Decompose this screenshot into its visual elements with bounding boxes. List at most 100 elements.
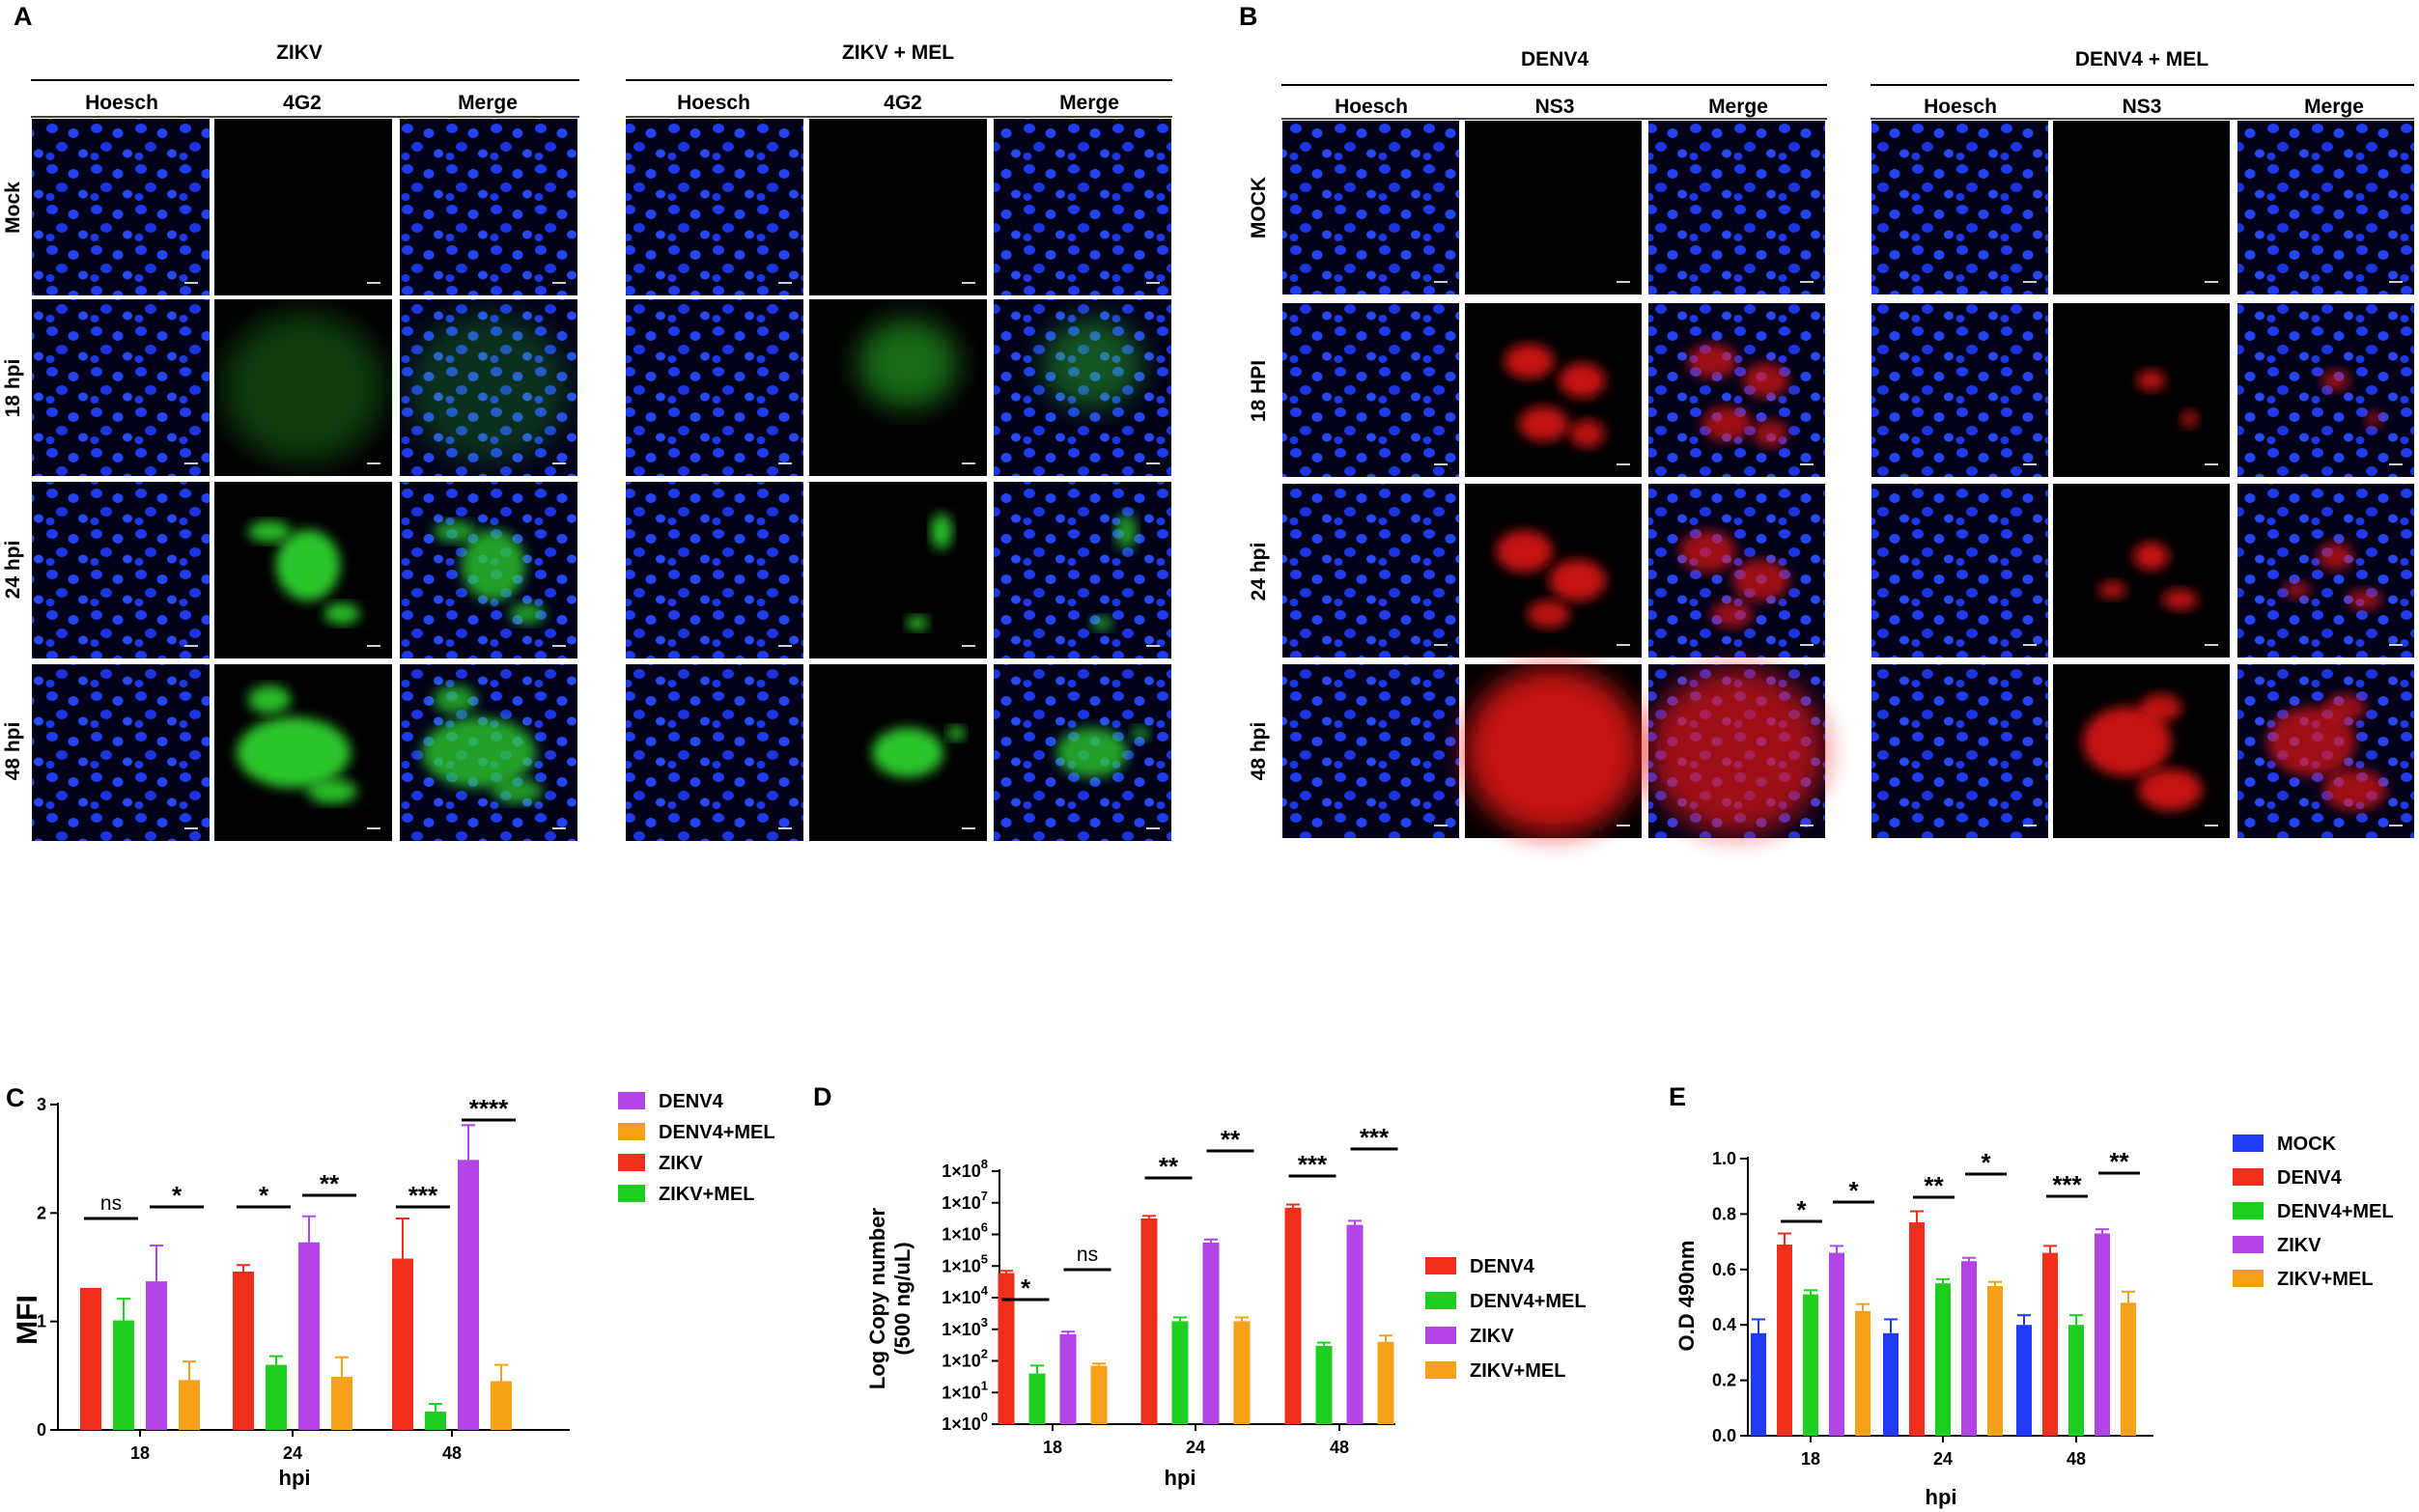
chart-d-plot: 1×100 1×101 1×102 1×103 1×104 1×105 1×106 1×107… xyxy=(942,1123,1398,1457)
signal-blob xyxy=(247,685,292,714)
bar xyxy=(233,1271,254,1430)
scale-bar xyxy=(778,282,792,284)
panel-a-row-24hpi: 24 hpi xyxy=(2,541,24,600)
legend-swatch xyxy=(2233,1134,2264,1152)
signal-blob xyxy=(433,685,477,714)
micrograph-merge-channel xyxy=(1648,121,1825,294)
signal-blob xyxy=(275,529,341,602)
scale-bar xyxy=(2389,463,2403,465)
signal-blob xyxy=(2323,693,2367,722)
scale-bar xyxy=(1434,825,1448,826)
scale-bar xyxy=(552,462,566,464)
x-tick-label: 48 xyxy=(1330,1438,1349,1457)
micrograph-nuclei-channel xyxy=(1282,121,1459,294)
panel-b-col-ns3: NS3 xyxy=(1535,96,1575,118)
signal-blob xyxy=(1569,419,1605,448)
panel-letter-e: E xyxy=(1669,1082,1686,1111)
chart-d-legend: DENV4 DENV4+MEL ZIKV ZIKV+MEL xyxy=(1425,1256,1587,1382)
bar xyxy=(998,1273,1015,1424)
panel-letter-c: C xyxy=(6,1083,25,1112)
panel-a-condition-zikv-mel: ZIKV + MEL xyxy=(842,42,954,64)
legend-label: DENV4 xyxy=(2277,1167,2343,1189)
scale-bar xyxy=(1617,644,1630,646)
signal-blob xyxy=(492,778,543,804)
signal-blob xyxy=(2282,581,2312,599)
signal-blob xyxy=(1504,344,1555,378)
scale-bar xyxy=(1146,282,1160,284)
y-tick-label: 1×104 xyxy=(942,1283,989,1307)
micrograph-nuclei-channel xyxy=(1282,303,1459,477)
signal-blob xyxy=(1496,530,1553,573)
significance-label: ** xyxy=(1159,1152,1179,1181)
bar xyxy=(458,1160,479,1430)
signal-blob xyxy=(223,313,383,462)
significance-label: * xyxy=(1796,1195,1807,1224)
micrograph-merge-channel xyxy=(2237,484,2414,658)
bar xyxy=(179,1380,200,1430)
scale-bar xyxy=(2023,644,2037,646)
bar xyxy=(331,1376,352,1430)
micrograph-merge-channel xyxy=(2237,121,2414,294)
signal-blob xyxy=(2097,581,2127,599)
micrograph-signal-channel xyxy=(2053,303,2230,477)
scale-bar xyxy=(367,462,380,464)
legend-label: ZIKV xyxy=(1470,1326,1514,1347)
y-tick-label: 1×102 xyxy=(942,1347,988,1371)
signal-blob xyxy=(1042,319,1142,408)
y-tick-label: 1×103 xyxy=(942,1315,988,1339)
bar xyxy=(1803,1294,1818,1436)
y-tick-label: 1×106 xyxy=(942,1220,988,1245)
micrograph-merge-channel xyxy=(2237,303,2414,477)
panel-a-col-merge: Merge xyxy=(1059,92,1119,114)
y-tick-label: 1 xyxy=(37,1312,46,1331)
panel-b-row-24hpi: 24 hpi xyxy=(1248,543,1270,602)
scale-bar xyxy=(2205,463,2218,465)
scale-bar xyxy=(184,645,198,647)
micrograph-merge-channel xyxy=(994,119,1171,295)
significance-label: *** xyxy=(408,1181,438,1210)
significance-label: *** xyxy=(2052,1170,2082,1199)
micrograph-nuclei-channel xyxy=(32,482,210,658)
legend-swatch xyxy=(1425,1327,1456,1344)
y-tick-exponent: 4 xyxy=(981,1283,989,1298)
significance-label: ns xyxy=(100,1192,122,1215)
significance-label: ** xyxy=(320,1169,340,1198)
legend-label: ZIKV xyxy=(659,1153,703,1174)
x-tick-label: 18 xyxy=(130,1443,150,1463)
significance-label: *** xyxy=(1298,1150,1328,1179)
bar xyxy=(1935,1283,1951,1436)
legend-label: ZIKV+MEL xyxy=(2277,1269,2373,1290)
bar xyxy=(392,1258,413,1430)
signal-blob xyxy=(906,616,929,630)
chart-d: D Log Copy number (500 ng/uL) hpi 1×1001… xyxy=(813,1082,1587,1490)
scale-bar xyxy=(1434,644,1448,646)
y-tick-label: 1.0 xyxy=(1712,1149,1736,1168)
signal-blob xyxy=(1702,406,1753,441)
scale-bar xyxy=(1434,463,1448,465)
panel-b-row-18hpi: 18 HPI xyxy=(1248,360,1270,422)
bar xyxy=(298,1242,320,1430)
legend-swatch xyxy=(1425,1292,1456,1309)
panel-letter-b: B xyxy=(1239,2,1258,31)
signal-blob xyxy=(2138,769,2203,811)
y-tick-exponent: 5 xyxy=(981,1251,988,1266)
significance-label: * xyxy=(259,1181,269,1210)
signal-blob xyxy=(509,602,546,625)
y-tick-label: 2 xyxy=(37,1203,46,1222)
signal-blob xyxy=(2082,707,2172,776)
scale-bar xyxy=(2023,281,2037,283)
bar xyxy=(1315,1345,1333,1424)
scale-bar xyxy=(552,645,566,647)
significance-label: * xyxy=(1981,1148,1991,1177)
panel-letter-a: A xyxy=(14,2,33,31)
bar xyxy=(1202,1243,1220,1424)
micrograph-signal-channel xyxy=(1465,121,1642,294)
panel-b-col-ns3: NS3 xyxy=(2123,96,2162,118)
y-tick-label: 0 xyxy=(37,1420,46,1440)
panel-a-col-hoesch: Hoesch xyxy=(677,92,750,114)
signal-blob xyxy=(1732,559,1789,602)
scale-bar xyxy=(2389,644,2403,646)
signal-blob xyxy=(1559,363,1606,398)
signal-blob xyxy=(408,313,569,462)
